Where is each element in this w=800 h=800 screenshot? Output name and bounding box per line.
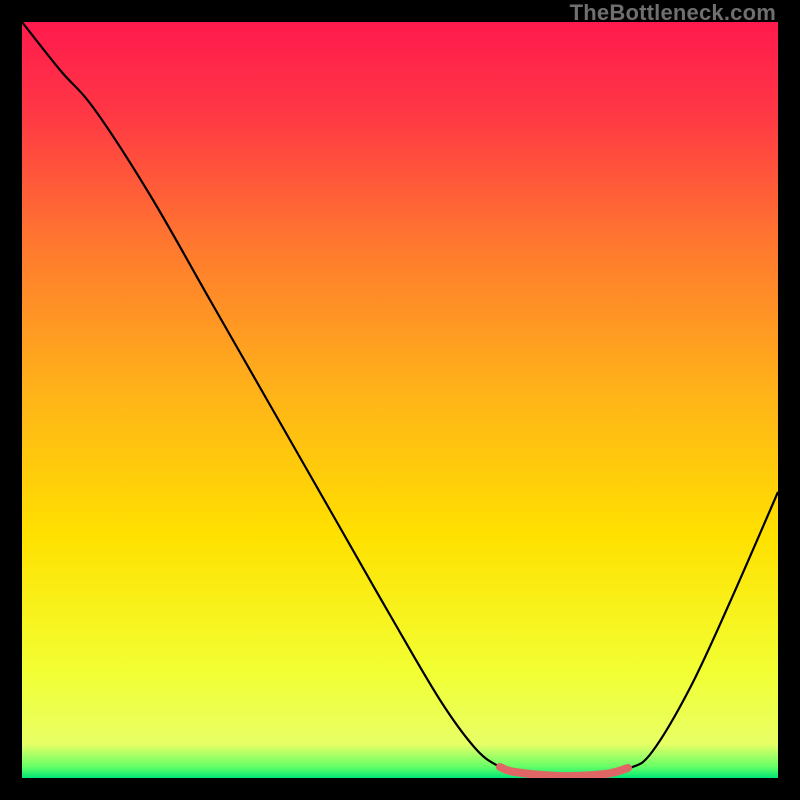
plot-area bbox=[22, 22, 778, 778]
optimal-zone-marker bbox=[500, 767, 628, 776]
source-watermark: TheBottleneck.com bbox=[570, 0, 776, 26]
bottleneck-curve bbox=[22, 22, 778, 776]
chart-frame: TheBottleneck.com bbox=[0, 0, 800, 800]
curve-layer bbox=[22, 22, 778, 778]
